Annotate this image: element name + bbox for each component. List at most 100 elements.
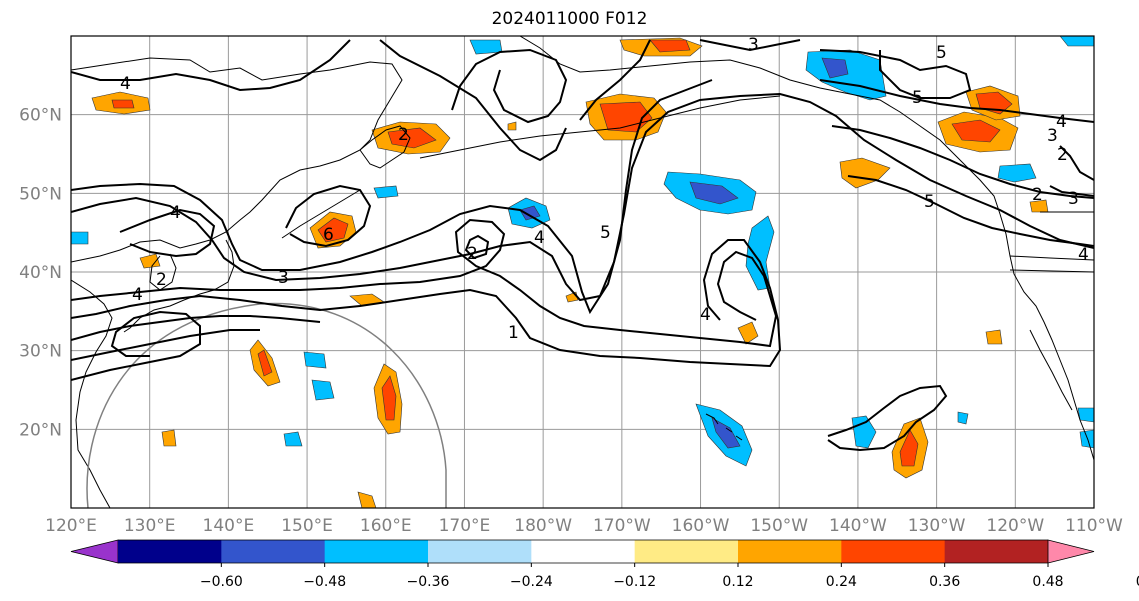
contour-label: 1: [508, 323, 519, 343]
patch-pos-kamchatka-core: [387, 127, 437, 149]
coastline-kamchatka: [359, 125, 411, 169]
contour-11: [451, 48, 568, 124]
contour-8: [71, 310, 201, 381]
colorbar-segment: [841, 540, 946, 563]
colorbar-tick-label: 0.12: [722, 574, 753, 590]
patch-pos-south-edge-160e: [357, 491, 377, 508]
patch-neg-subtropic-155e: [311, 379, 335, 401]
patch-pos-north-edge-170w-core: [649, 39, 691, 53]
contour-label: 4: [170, 203, 181, 223]
contour-label: 4: [120, 74, 131, 94]
longitude-tick-label: 170°W: [593, 516, 651, 536]
patch-neg-subtropic-150e: [303, 351, 327, 369]
coastline-china: [71, 279, 113, 508]
contour-1: [71, 39, 351, 92]
contour-label: 2: [1057, 145, 1068, 165]
colorbar-segment: [118, 540, 222, 563]
boundary-canada-us: [1009, 211, 1094, 273]
contour-21: [827, 384, 948, 452]
contour-label: 4: [132, 285, 143, 305]
patch-neg-west-coast-2: [1079, 429, 1094, 449]
longitude-tick-label: 180°W: [514, 516, 572, 536]
colorbar-segment: [531, 540, 636, 563]
range-circle: [86, 302, 447, 508]
latitude-tick-label: 20°N: [19, 420, 62, 440]
colorbar-extend-low: [70, 539, 119, 564]
longitude-tick-label: 160°W: [672, 516, 730, 536]
colorbar-segment: [324, 540, 429, 563]
colorbar-tick-label: 0.24: [826, 574, 857, 590]
colorbar-tick-label: −0.36: [407, 574, 450, 590]
contour-12: [379, 39, 567, 162]
coastline-baja: [1029, 329, 1073, 411]
contour-label: 5: [912, 88, 923, 108]
patch-pos-baja: [985, 329, 1003, 345]
longitude-tick-label: 170°E: [439, 516, 491, 536]
patch-pos-kuril-core: [317, 217, 349, 243]
colorbar-tick-label: −0.12: [613, 574, 656, 590]
patch-neg-gulf-alaska-core: [821, 57, 849, 79]
contour-2: [71, 79, 713, 315]
contour-20: [1049, 185, 1094, 197]
longitude-tick-label: 130°W: [908, 516, 966, 536]
longitude-tick-label: 140°E: [203, 516, 255, 536]
contour-19: [1059, 145, 1094, 181]
contour-label: 4: [700, 305, 711, 325]
contour-label: 5: [936, 43, 947, 63]
patch-neg-west-pacific-48n-core: [519, 205, 541, 221]
colorbar-outline: [118, 539, 1048, 564]
patch-neg-west-coast: [1077, 407, 1094, 423]
contour-17: [831, 125, 1094, 199]
contour-label: 6: [323, 225, 334, 245]
longitude-tick-label: 140°W: [829, 516, 887, 536]
contour-label: 5: [924, 192, 935, 212]
colorbar-extend-high: [1047, 539, 1095, 564]
contour-4: [71, 218, 778, 348]
contour-label: 4: [534, 228, 545, 248]
contour-15: [819, 49, 972, 99]
coastline-aleutians: [419, 95, 781, 159]
contour-13: [579, 39, 651, 121]
contour-22: [119, 208, 216, 258]
patch-neg-18n-140w: [851, 415, 877, 449]
contour-label: 2: [467, 244, 478, 264]
contour-16: [819, 79, 1094, 123]
contour-7: [71, 329, 260, 361]
patch-neg-hawaii-core: [711, 417, 741, 449]
contour-label: 2: [1032, 185, 1043, 205]
longitude-tick-label: 110°W: [1065, 516, 1123, 536]
latitude-tick-label: 40°N: [19, 263, 62, 283]
longitude-tick-label: 150°E: [281, 516, 333, 536]
longitude-tick-label: 120°E: [45, 516, 97, 536]
colorbar-tick-labels: −0.60 −0.48 −0.36 −0.24 −0.12 0.12 0.24 0.36 0.4…: [200, 563, 1139, 590]
contours: [71, 39, 1094, 452]
contour-label: 4: [1056, 112, 1067, 132]
patch-pos-small-2: [507, 121, 517, 131]
latitude-tick-labels: 20°N 30°N 40°N 50°N 60°N: [19, 106, 62, 441]
positive-anomaly-patches: [91, 37, 1049, 508]
longitude-tick-label: 120°W: [986, 516, 1044, 536]
patch-pos-south-west: [161, 429, 177, 447]
longitude-tick-label: 160°E: [360, 516, 412, 536]
patch-pos-east-siberia-core: [111, 99, 135, 109]
contour-label: 3: [1047, 126, 1058, 146]
patch-pos-mid-34n: [737, 321, 759, 345]
patch-pos-east-pacific-20n-core: [899, 429, 919, 467]
longitude-tick-label: 130°E: [124, 516, 176, 536]
colorbar-tick-label: 0.36: [929, 574, 960, 590]
map-frame: [70, 35, 1095, 509]
colorbar-segment: [221, 540, 326, 563]
contour-18: [847, 175, 1094, 247]
colorbar-tick-label: 0.48: [1032, 574, 1063, 590]
contour-label: 2: [398, 125, 409, 145]
colorbar-segment: [428, 540, 532, 563]
contour-label: 2: [156, 270, 167, 290]
colorbar-segment: [944, 540, 1049, 563]
coastline-alaska: [519, 36, 1001, 215]
colorbar-segment: [634, 540, 739, 563]
contour-6: [71, 315, 321, 341]
patch-neg-north-edge-110w: [1059, 36, 1094, 47]
longitude-tick-label: 150°W: [750, 516, 808, 536]
patch-neg-mid-lat-japan: [373, 185, 399, 199]
